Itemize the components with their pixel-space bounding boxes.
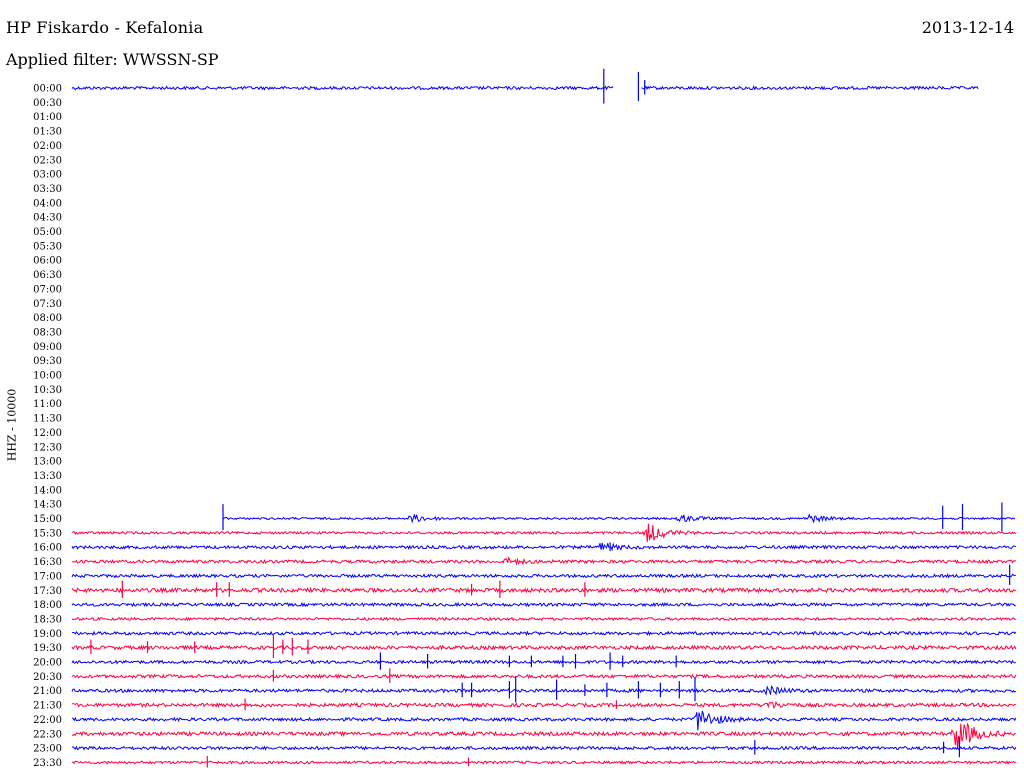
row-time-label: 03:30: [33, 184, 62, 195]
row-time-label: 09:00: [33, 342, 62, 353]
row-time-label: 03:00: [33, 170, 62, 181]
trace-line: [71, 556, 1017, 566]
row-time-label: 01:00: [33, 112, 62, 123]
trace-line: [71, 616, 1016, 622]
row-time-label: 19:00: [33, 629, 62, 640]
trace-line: [71, 644, 1017, 651]
trace-1830: [71, 616, 1016, 622]
trace-line: [641, 85, 979, 91]
trace-1530: [71, 523, 1017, 543]
trace-line: [222, 513, 1016, 524]
row-time-label: 14:00: [33, 485, 62, 496]
trace-line: [71, 710, 1017, 731]
trace-line: [71, 85, 614, 91]
trace-2200: [71, 710, 1017, 731]
row-time-label: 09:30: [33, 356, 62, 367]
seismic-traces: [71, 68, 1017, 768]
filter-label: Applied filter: WWSSN-SP: [6, 50, 219, 69]
row-time-label: 10:30: [33, 385, 62, 396]
row-time-label: 15:00: [33, 514, 62, 525]
trace-1630: [71, 556, 1017, 566]
row-time-label: 15:30: [33, 528, 62, 539]
record-date: 2013-12-14: [921, 18, 1014, 37]
row-time-label: 06:00: [33, 256, 62, 267]
trace-1700: [71, 564, 1017, 585]
trace-2230: [71, 722, 1016, 750]
row-time-label: 20:30: [33, 672, 62, 683]
row-time-label: 04:00: [33, 198, 62, 209]
trace-line: [71, 722, 1016, 750]
row-time-label: 16:30: [33, 557, 62, 568]
row-time-label: 19:30: [33, 643, 62, 654]
row-time-label: 00:30: [33, 98, 62, 109]
trace-line: [71, 586, 1016, 594]
trace-line: [71, 523, 1017, 543]
trace-2130: [72, 698, 1017, 711]
row-time-label: 07:30: [33, 299, 62, 310]
row-time-label: 14:30: [33, 500, 62, 511]
row-time-label: 22:00: [33, 715, 62, 726]
trace-line: [72, 760, 1017, 765]
trace-1800: [71, 601, 1016, 608]
row-time-label: 02:30: [33, 155, 62, 166]
trace-line: [72, 700, 1017, 709]
trace-line: [71, 542, 1017, 552]
trace-line: [71, 745, 1017, 751]
trace-line: [71, 630, 1017, 637]
trace-2330: [72, 756, 1017, 768]
row-time-label: 05:30: [33, 241, 62, 252]
trace-line: [71, 573, 1017, 579]
row-time-label: 23:30: [33, 758, 62, 769]
row-time-label: 02:00: [33, 141, 62, 152]
row-time-label: 13:00: [33, 457, 62, 468]
row-time-label: 04:30: [33, 213, 62, 224]
row-time-label: 18:00: [33, 600, 62, 611]
row-time-label: 13:30: [33, 471, 62, 482]
trace-0000: [71, 68, 979, 104]
row-time-label: 22:30: [33, 729, 62, 740]
row-time-label: 11:30: [33, 414, 62, 425]
row-time-label: 11:00: [33, 399, 62, 410]
trace-2030: [71, 668, 1017, 683]
row-time-label: 06:30: [33, 270, 62, 281]
trace-2100: [71, 676, 1017, 703]
row-time-label: 20:00: [33, 658, 62, 669]
row-time-label: 21:00: [33, 686, 62, 697]
trace-2000: [71, 652, 1016, 670]
trace-1730: [71, 580, 1016, 598]
row-time-label: 16:00: [33, 543, 62, 554]
row-time-label: 07:00: [33, 284, 62, 295]
trace-2300: [71, 736, 1017, 758]
row-time-label: 17:00: [33, 571, 62, 582]
row-time-label: 08:00: [33, 313, 62, 324]
row-time-label: 05:00: [33, 227, 62, 238]
trace-line: [71, 601, 1016, 608]
row-time-label: 21:30: [33, 701, 62, 712]
row-time-label: 17:30: [33, 586, 62, 597]
row-time-label: 12:30: [33, 442, 62, 453]
row-time-label: 23:00: [33, 744, 62, 755]
trace-1500: [222, 502, 1016, 532]
trace-1930: [71, 634, 1017, 658]
row-time-labels: 00:00 00:30 01:00 01:30 02:00 02:30 03:00 03:30…: [33, 84, 62, 769]
row-time-label: 08:30: [33, 327, 62, 338]
row-time-label: 00:00: [33, 84, 62, 95]
trace-line: [71, 673, 1017, 680]
row-time-label: 10:00: [33, 371, 62, 382]
trace-1900: [71, 630, 1017, 637]
row-time-label: 12:00: [33, 428, 62, 439]
trace-1600: [71, 542, 1017, 552]
trace-line: [71, 685, 1017, 696]
station-title: HP Fiskardo - Kefalonia: [6, 18, 204, 37]
row-time-label: 01:30: [33, 127, 62, 138]
trace-line: [71, 659, 1016, 665]
row-time-label: 18:30: [33, 614, 62, 625]
